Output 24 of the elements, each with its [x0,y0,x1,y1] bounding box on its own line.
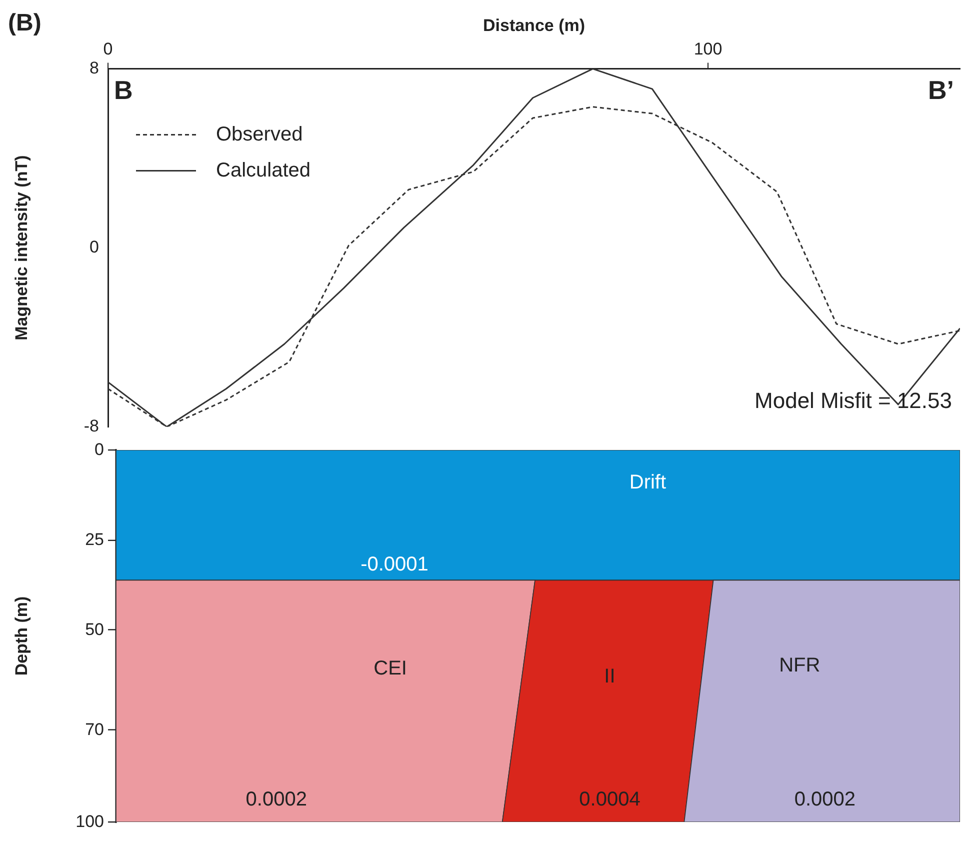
annotation: B [114,74,133,105]
x-axis-title: Distance (m) [482,16,586,35]
text: Depth (m) [12,596,32,676]
chart-title: (B) [8,10,42,37]
legend-label: Observed [216,123,303,146]
text: 100 [76,812,104,832]
y-tick-label: 8 [90,58,99,78]
annotation: B’ [928,74,954,105]
text: 0.0002 [794,788,856,812]
text: 70 [85,720,104,740]
text: 25 [85,530,104,550]
annotation: Model Misfit = 12.53 [754,388,952,413]
text: -0.0001 [360,554,428,577]
y-axis-title: Magnetic intensity (nT) [12,155,31,340]
text: NFR [779,654,820,678]
text: 0.0004 [579,788,640,812]
text: II [604,665,616,688]
y-tick-label: 0 [90,237,99,256]
y-tick-label: -8 [84,416,99,436]
text: 50 [85,620,104,640]
text: Drift [629,472,666,495]
text: CEI [374,658,407,681]
text: 0.0002 [246,788,307,812]
legend-label: Calculated [216,159,311,182]
